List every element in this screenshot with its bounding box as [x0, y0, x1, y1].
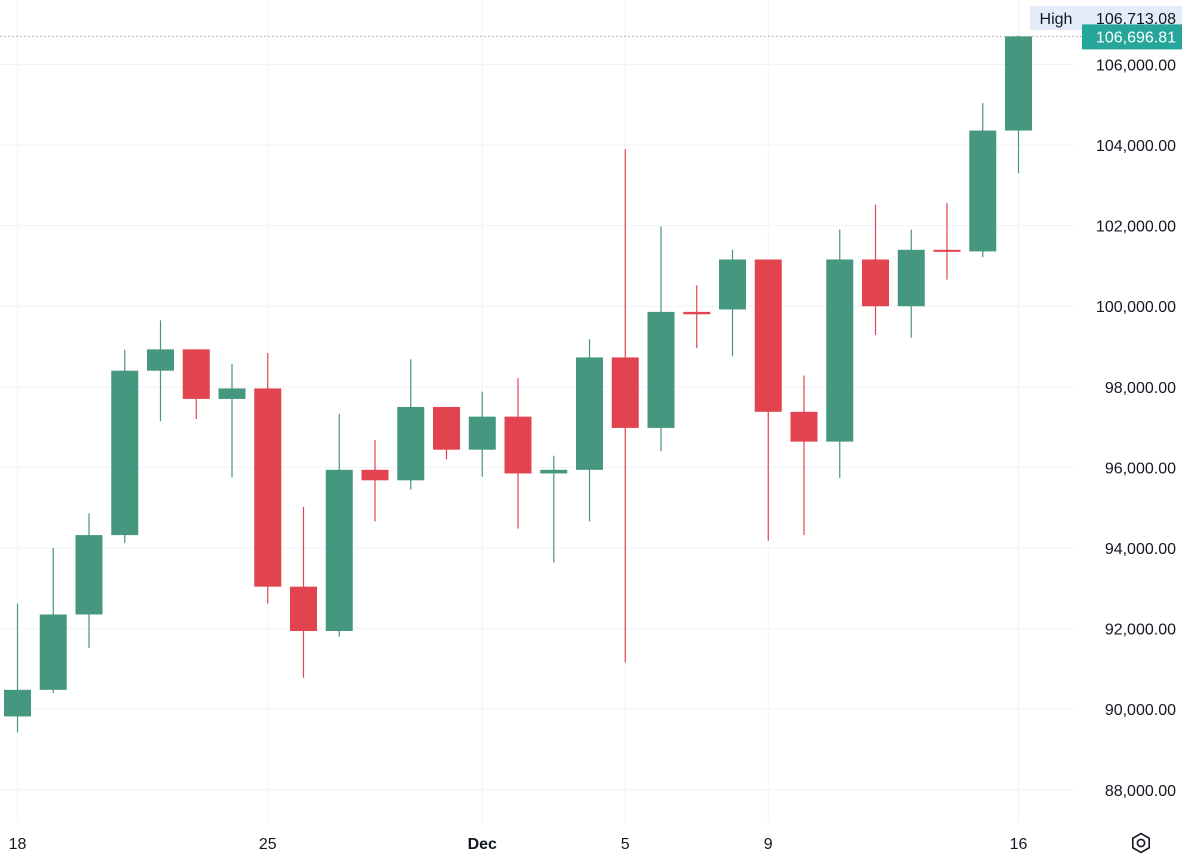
candle-down [790, 375, 818, 536]
candle-down [611, 149, 639, 663]
candle-down [504, 377, 532, 529]
candle-body [969, 130, 997, 252]
candle-body [1005, 36, 1032, 131]
candle-body [611, 357, 639, 428]
high-value-text: 106,713.08 [1096, 11, 1176, 28]
candle-body [540, 469, 568, 474]
candle-body [897, 249, 925, 307]
price-tick-label: 104,000.00 [1096, 138, 1176, 155]
candle-body [933, 249, 961, 252]
candle-up [75, 513, 103, 648]
last-price-badge [1082, 24, 1182, 50]
candle-body [719, 259, 746, 310]
candle-body [576, 357, 603, 470]
candle-up [218, 363, 246, 478]
candle-body [826, 259, 854, 442]
high-label-box [1030, 6, 1082, 30]
candle-up [147, 320, 174, 422]
chart-grid [0, 0, 1075, 822]
candle-up [969, 103, 997, 258]
price-tick-label: 92,000.00 [1105, 622, 1176, 639]
candle-up [719, 249, 746, 357]
candle-up [325, 413, 353, 637]
candle-body [39, 614, 67, 690]
candle-up [826, 229, 854, 478]
candle-down [754, 259, 782, 541]
candle-body [218, 388, 246, 399]
date-tick-label: Dec [468, 836, 497, 853]
settings-gear-icon [1131, 832, 1151, 854]
high-label-text: High [1040, 11, 1073, 28]
candle-down [290, 506, 317, 678]
price-axis[interactable]: 88,000.00 90,000.00 92,000.00 94,000.00 96,0… [1096, 57, 1176, 799]
price-tick-label: 106,000.00 [1096, 57, 1176, 74]
last-price-text: 106,696.81 [1096, 29, 1176, 46]
candle-up [897, 229, 925, 338]
candles [4, 35, 1032, 733]
candle-down [433, 406, 460, 460]
candle-up [468, 391, 496, 477]
candle-body [147, 349, 174, 371]
candle-body [182, 349, 210, 399]
candle-down [683, 285, 711, 349]
candle-body [111, 370, 139, 536]
candle-up [1005, 35, 1032, 174]
date-tick-label: 16 [1010, 836, 1028, 853]
price-tick-label: 90,000.00 [1105, 702, 1176, 719]
candle-body [433, 406, 460, 450]
candle-body [647, 311, 675, 428]
price-tick-label: 96,000.00 [1105, 460, 1176, 477]
candle-body [790, 411, 818, 442]
price-tick-label: 88,000.00 [1105, 783, 1176, 800]
date-tick-label: 25 [259, 836, 277, 853]
candle-body [683, 311, 711, 315]
candle-body [4, 689, 31, 717]
price-tick-label: 100,000.00 [1096, 299, 1176, 316]
candle-body [325, 469, 353, 632]
candle-body [754, 259, 782, 412]
candle-body [468, 416, 496, 450]
candle-body [397, 406, 425, 481]
candle-down [862, 204, 889, 335]
price-tick-label: 94,000.00 [1105, 541, 1176, 558]
candle-up [4, 603, 31, 733]
price-tick-label: 98,000.00 [1105, 380, 1176, 397]
time-axis[interactable]: 18 25 Dec 5 9 16 [9, 836, 1028, 853]
candle-down [182, 349, 210, 420]
candle-up [111, 349, 139, 544]
candle-body [254, 388, 282, 587]
date-tick-label: 9 [764, 836, 773, 853]
candle-body [361, 469, 389, 481]
candle-body [504, 416, 532, 474]
candle-up [540, 455, 568, 563]
date-tick-label: 5 [621, 836, 630, 853]
candle-up [39, 548, 67, 694]
candle-down [254, 352, 282, 604]
candle-body [290, 586, 317, 632]
candle-up [647, 226, 675, 452]
date-tick-label: 18 [9, 836, 27, 853]
candle-up [397, 359, 425, 490]
candle-body [862, 259, 889, 307]
candle-body [75, 535, 103, 615]
chart-settings-button[interactable] [1124, 826, 1158, 860]
candle-down [933, 203, 961, 280]
price-tick-label: 102,000.00 [1096, 219, 1176, 236]
candle-up [576, 339, 603, 522]
candle-down [361, 440, 389, 522]
